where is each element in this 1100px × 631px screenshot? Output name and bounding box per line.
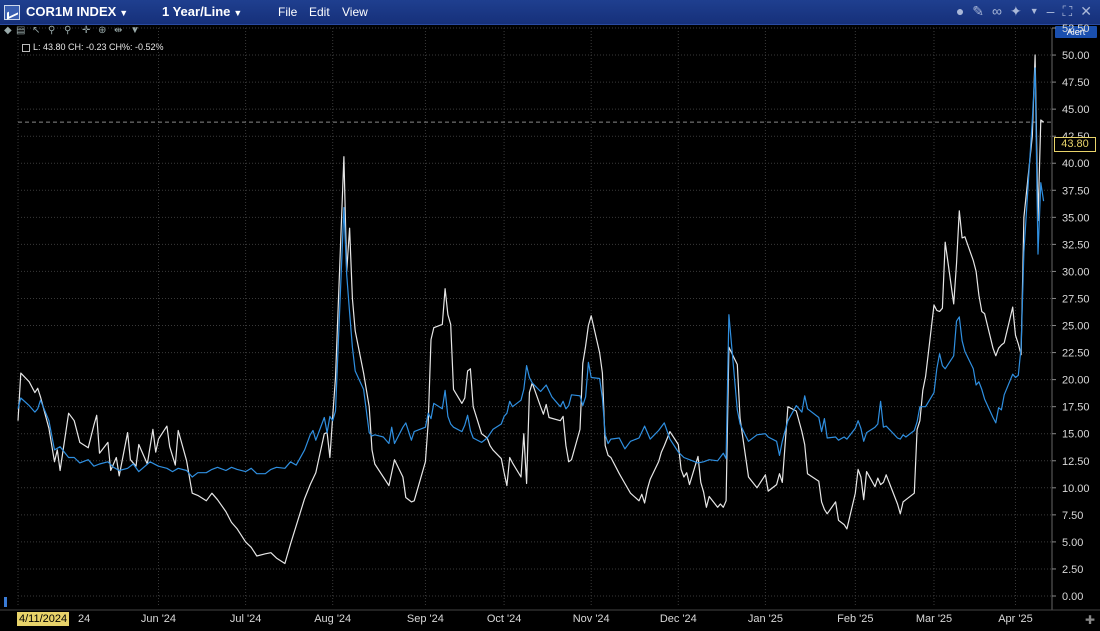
x-tick-label: Dec '24 <box>660 613 697 625</box>
y-tick-label: 30.00 <box>1062 266 1090 278</box>
y-tick-label: 20.00 <box>1062 375 1090 387</box>
window-controls: ● ✎ ∞ ✦ ▼ – ⛶ ✕ <box>956 3 1092 19</box>
x-tick-label: Jul '24 <box>230 613 261 625</box>
y-tick-label: 32.50 <box>1062 239 1090 251</box>
x-tick-label: Nov '24 <box>573 613 610 625</box>
y-tick-label: 47.50 <box>1062 77 1090 89</box>
last-value-badge: 43.80 <box>1054 137 1096 152</box>
legend-text: L: 43.80 CH: -0.23 CH%: -0.52% <box>33 42 164 52</box>
search-icon[interactable]: ● <box>955 3 965 19</box>
chevron-down-icon: ▼ <box>119 8 129 18</box>
legend-box-icon <box>22 43 30 52</box>
y-tick-label: 12.50 <box>1062 456 1090 468</box>
more-tools-icon[interactable]: ▼ <box>130 25 140 36</box>
ticker-label: COR1M INDEX <box>26 4 117 19</box>
y-tick-label: 35.00 <box>1062 212 1090 224</box>
settings-icon[interactable]: ◆ <box>4 25 12 36</box>
wrench-icon[interactable]: ✎ <box>972 3 985 19</box>
minimize-icon[interactable]: – <box>1046 3 1055 19</box>
y-tick-label: 25.00 <box>1062 321 1090 333</box>
series-line-blue <box>17 67 1045 478</box>
y-tick-label: 22.50 <box>1062 348 1090 360</box>
expand-icon[interactable]: ✚ <box>1084 613 1095 627</box>
chart-app-icon <box>4 5 20 20</box>
chevron-down-icon: ▼ <box>233 8 243 18</box>
x-axis-ticks: 24 Jun '24 Jul '24 Aug '24 Sep '24 Oct '24 Nov… <box>78 613 1033 625</box>
x-tick-label: Feb '25 <box>837 613 873 625</box>
menu-view[interactable]: View <box>342 5 368 19</box>
alert-button[interactable]: Alert <box>1055 26 1097 38</box>
close-icon[interactable]: ✕ <box>1080 3 1092 19</box>
pin-icon[interactable]: ✦ <box>1010 3 1022 19</box>
menu-edit[interactable]: Edit <box>309 5 330 19</box>
y-tick-label: 7.50 <box>1062 510 1083 522</box>
pan-icon[interactable]: ⇹ <box>114 25 123 36</box>
y-tick-label: 10.00 <box>1062 483 1090 495</box>
x-tick-label: 24 <box>78 613 90 625</box>
link-icon[interactable]: ∞ <box>992 3 1002 19</box>
x-tick-label: Mar '25 <box>916 613 952 625</box>
series-line-white <box>17 54 1044 565</box>
ticker-dropdown[interactable]: COR1M INDEX ▼ <box>26 4 128 19</box>
chevron-down-icon[interactable]: ▼ <box>1029 6 1039 16</box>
zoom-icon[interactable]: ⚲ <box>48 25 56 36</box>
y-tick-label: 5.00 <box>1062 537 1083 549</box>
crosshair-icon[interactable]: ✛ <box>82 25 91 36</box>
x-tick-label: Oct '24 <box>487 613 522 625</box>
y-tick-label: 40.00 <box>1062 158 1090 170</box>
y-tick-label: 2.50 <box>1062 564 1083 576</box>
x-tick-label: Sep '24 <box>407 613 444 625</box>
zoom-out-icon[interactable]: ⚲ <box>64 25 72 36</box>
y-tick-label: 27.50 <box>1062 293 1090 305</box>
y-tick-label: 52.50 <box>1062 23 1090 35</box>
title-bar: COR1M INDEX ▼ 1 Year/Line ▼ File Edit View… <box>0 0 1100 25</box>
y-tick-label: 17.50 <box>1062 402 1090 414</box>
y-tick-label: 50.00 <box>1062 50 1090 62</box>
y-tick-label: 0.00 <box>1062 591 1083 603</box>
x-tick-label: Apr '25 <box>998 613 1033 625</box>
maximize-icon[interactable]: ⛶ <box>1062 3 1073 19</box>
period-dropdown[interactable]: 1 Year/Line ▼ <box>162 4 242 19</box>
move-icon[interactable]: ⊕ <box>98 25 107 36</box>
series-lines <box>17 54 1045 565</box>
period-label: 1 Year/Line <box>162 4 231 19</box>
chart-legend: L: 43.80 CH: -0.23 CH%: -0.52% <box>22 42 164 52</box>
y-tick-label: 45.00 <box>1062 104 1090 116</box>
grid-lines <box>0 27 1100 611</box>
x-tick-label: Jun '24 <box>141 613 176 625</box>
x-tick-label: Jan '25 <box>748 613 783 625</box>
draw-icon[interactable]: ↖ <box>32 25 41 36</box>
range-start-handle[interactable] <box>4 597 7 607</box>
table-icon[interactable]: ▤ <box>16 25 26 36</box>
y-axis-ticks: 0.00 2.50 5.00 7.50 10.00 12.50 15.00 17.50 20.0… <box>1052 23 1090 603</box>
y-tick-label: 15.00 <box>1062 429 1090 441</box>
menu-file[interactable]: File <box>278 5 298 19</box>
y-tick-label: 37.50 <box>1062 185 1090 197</box>
x-tick-label: Aug '24 <box>314 613 351 625</box>
start-date-badge[interactable]: 4/11/2024 <box>17 612 70 626</box>
